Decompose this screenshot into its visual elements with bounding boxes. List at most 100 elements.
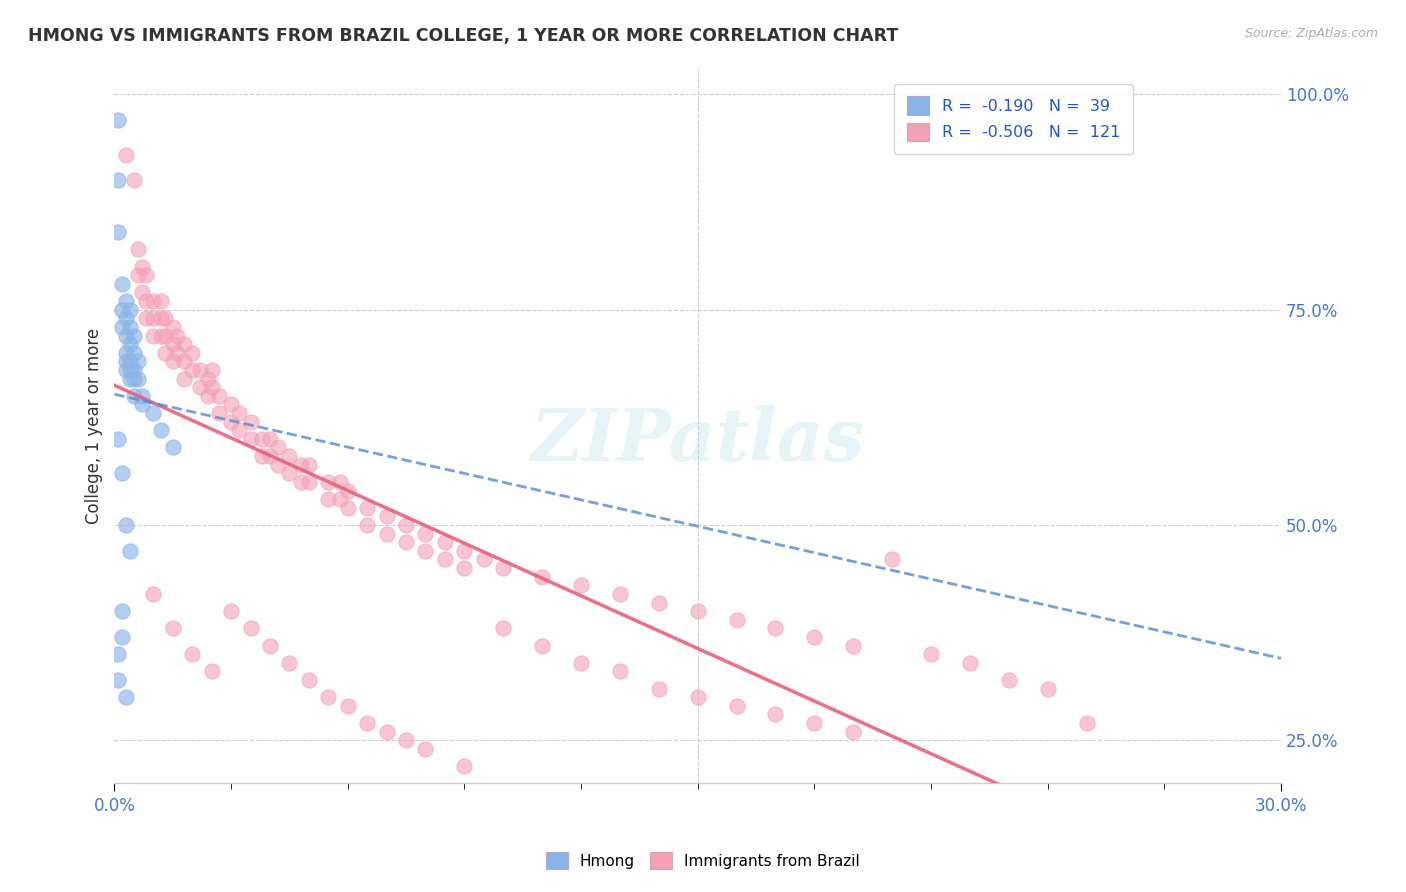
Point <box>1036 681 1059 696</box>
Point <box>433 535 456 549</box>
Point <box>415 742 437 756</box>
Point <box>803 716 825 731</box>
Point <box>290 475 312 489</box>
Point <box>122 328 145 343</box>
Point <box>153 345 176 359</box>
Point <box>492 621 515 635</box>
Point <box>150 423 173 437</box>
Point <box>118 363 141 377</box>
Y-axis label: College, 1 year or more: College, 1 year or more <box>86 328 103 524</box>
Point <box>356 518 378 533</box>
Point <box>336 483 359 498</box>
Point <box>131 397 153 411</box>
Point <box>250 432 273 446</box>
Point <box>162 621 184 635</box>
Point <box>150 328 173 343</box>
Point <box>107 432 129 446</box>
Point <box>107 225 129 239</box>
Point <box>259 639 281 653</box>
Point <box>569 578 592 592</box>
Point <box>433 552 456 566</box>
Text: ZIPatlas: ZIPatlas <box>530 405 865 475</box>
Point <box>115 294 138 309</box>
Point <box>686 690 709 705</box>
Point <box>316 690 339 705</box>
Point <box>208 406 231 420</box>
Legend: R =  -0.190   N =  39, R =  -0.506   N =  121: R = -0.190 N = 39, R = -0.506 N = 121 <box>894 84 1133 154</box>
Point <box>686 604 709 618</box>
Point <box>609 587 631 601</box>
Point <box>356 500 378 515</box>
Point <box>228 423 250 437</box>
Point <box>492 561 515 575</box>
Point <box>1076 716 1098 731</box>
Point <box>107 673 129 687</box>
Point <box>118 337 141 351</box>
Point <box>882 552 904 566</box>
Point <box>166 345 188 359</box>
Point <box>219 397 242 411</box>
Point <box>122 173 145 187</box>
Point <box>142 587 165 601</box>
Point <box>228 406 250 420</box>
Point <box>648 681 671 696</box>
Point <box>208 389 231 403</box>
Point <box>181 345 204 359</box>
Point <box>239 415 262 429</box>
Point <box>134 268 156 283</box>
Point <box>197 389 219 403</box>
Point <box>162 319 184 334</box>
Point <box>173 337 195 351</box>
Point <box>316 492 339 507</box>
Point <box>395 518 418 533</box>
Point <box>107 173 129 187</box>
Point <box>395 733 418 747</box>
Point <box>453 561 475 575</box>
Point <box>278 656 301 670</box>
Point <box>111 302 134 317</box>
Point <box>648 595 671 609</box>
Point <box>131 260 153 274</box>
Point <box>115 518 138 533</box>
Point <box>298 673 321 687</box>
Point <box>111 319 134 334</box>
Point <box>278 449 301 463</box>
Point <box>842 724 865 739</box>
Point <box>290 458 312 472</box>
Point <box>142 406 165 420</box>
Point <box>415 526 437 541</box>
Point <box>803 630 825 644</box>
Point <box>131 285 153 300</box>
Point <box>122 345 145 359</box>
Point <box>166 328 188 343</box>
Point <box>201 380 224 394</box>
Point <box>250 449 273 463</box>
Text: HMONG VS IMMIGRANTS FROM BRAZIL COLLEGE, 1 YEAR OR MORE CORRELATION CHART: HMONG VS IMMIGRANTS FROM BRAZIL COLLEGE,… <box>28 27 898 45</box>
Point <box>115 363 138 377</box>
Point <box>142 294 165 309</box>
Point <box>609 665 631 679</box>
Legend: Hmong, Immigrants from Brazil: Hmong, Immigrants from Brazil <box>540 846 866 875</box>
Point <box>111 630 134 644</box>
Point <box>219 604 242 618</box>
Point <box>127 354 149 368</box>
Point <box>239 432 262 446</box>
Point <box>453 759 475 773</box>
Point <box>267 441 290 455</box>
Point <box>111 277 134 291</box>
Point <box>336 500 359 515</box>
Point <box>118 302 141 317</box>
Point <box>356 716 378 731</box>
Point <box>131 389 153 403</box>
Point <box>115 328 138 343</box>
Point <box>920 647 942 661</box>
Point <box>107 647 129 661</box>
Point <box>134 294 156 309</box>
Point <box>181 363 204 377</box>
Point <box>725 613 748 627</box>
Point <box>153 328 176 343</box>
Point <box>395 535 418 549</box>
Point <box>298 458 321 472</box>
Point <box>127 371 149 385</box>
Point <box>118 371 141 385</box>
